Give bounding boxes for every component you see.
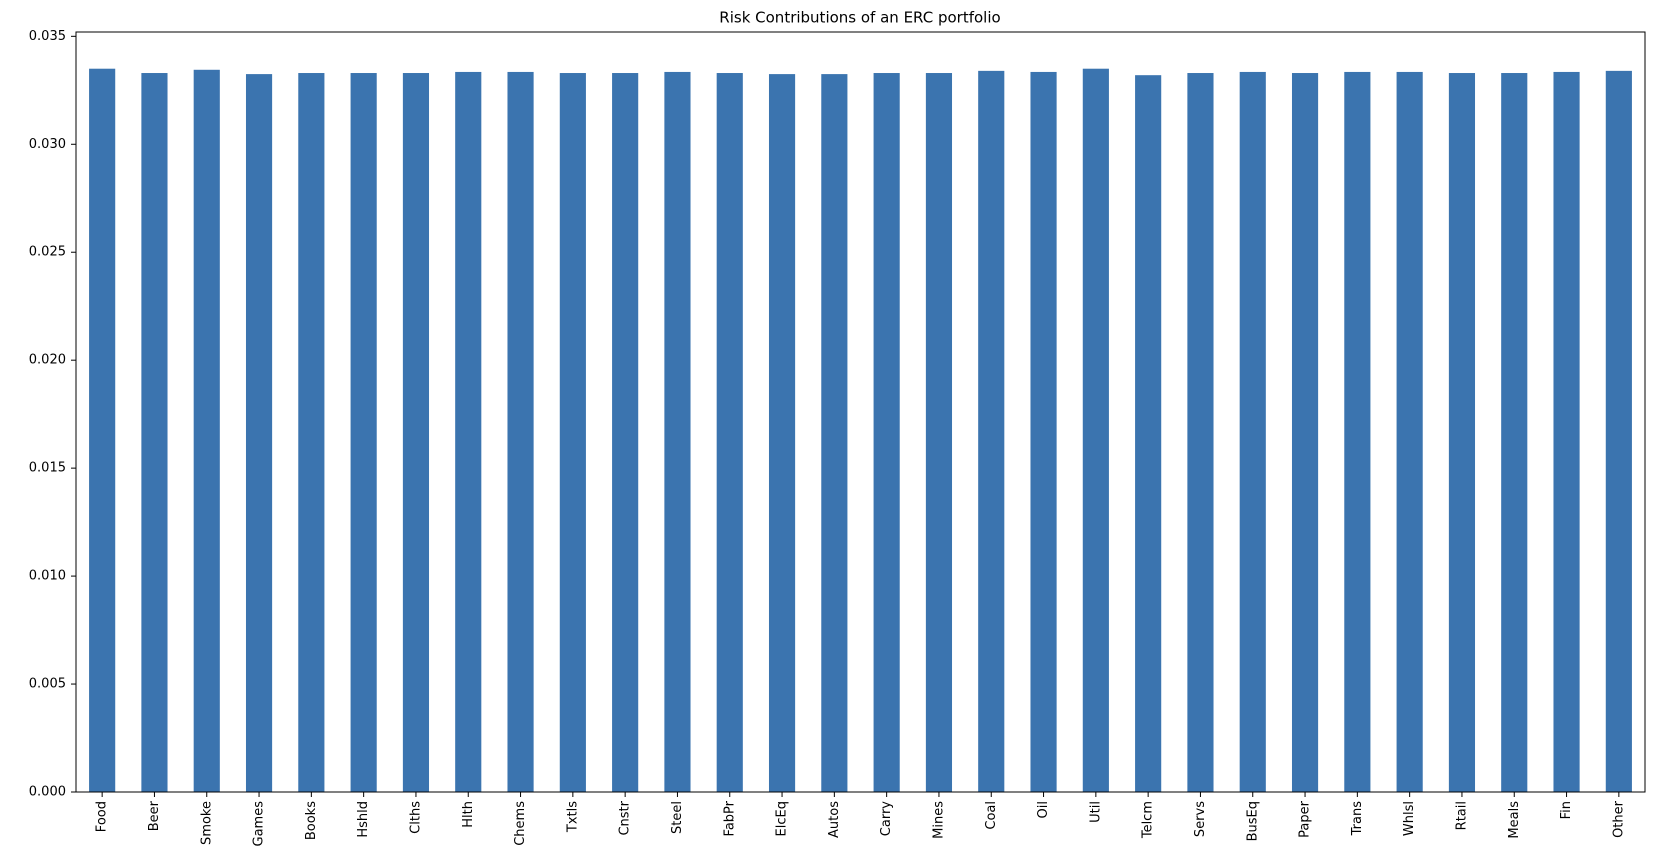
- bar: [873, 73, 900, 793]
- bar: [1344, 71, 1371, 793]
- x-tick-label: BusEq: [1245, 801, 1260, 841]
- x-tick-label: Fin: [1559, 801, 1574, 819]
- bar: [1396, 71, 1423, 793]
- bar: [141, 73, 168, 793]
- x-tick-label: Mines: [931, 801, 946, 839]
- y-tick-label: 0.020: [29, 353, 66, 368]
- x-tick-label: Food: [95, 801, 110, 832]
- bar: [1501, 73, 1528, 793]
- bar: [1082, 68, 1109, 793]
- y-tick-label: 0.005: [29, 677, 66, 692]
- bar: [1605, 70, 1632, 792]
- x-tick-label: Txtls: [565, 801, 580, 833]
- y-tick-label: 0.015: [29, 461, 66, 476]
- x-tick-label: Beer: [147, 800, 162, 831]
- bar: [612, 73, 639, 793]
- x-tick-label: Smoke: [199, 801, 214, 845]
- bar: [1448, 73, 1476, 793]
- bar: [507, 71, 534, 793]
- y-tick-label: 0.000: [29, 785, 66, 800]
- x-tick-label: Carry: [879, 801, 894, 837]
- x-tick-label: Books: [304, 801, 319, 840]
- bar: [559, 73, 586, 793]
- x-tick-label: Util: [1088, 801, 1103, 823]
- bar: [89, 68, 116, 793]
- bar: [978, 70, 1005, 792]
- x-tick-label: Chems: [513, 801, 528, 846]
- x-tick-label: Rtail: [1454, 801, 1469, 830]
- x-tick-label: FabPr: [722, 800, 737, 836]
- bar: [1030, 71, 1057, 793]
- x-tick-label: Cnstr: [618, 800, 633, 835]
- y-tick-label: 0.010: [29, 569, 66, 584]
- x-tick-label: Hshld: [356, 801, 371, 838]
- x-tick-label: Meals: [1507, 801, 1522, 839]
- bar: [1239, 71, 1266, 793]
- bar: [768, 74, 796, 792]
- y-tick-label: 0.030: [29, 137, 66, 152]
- bar: [298, 73, 325, 793]
- bar: [1135, 75, 1162, 792]
- x-tick-label: Hlth: [461, 801, 476, 828]
- bar: [1187, 73, 1214, 793]
- bar: [1553, 71, 1580, 793]
- bar: [402, 73, 430, 793]
- y-tick-label: 0.035: [29, 29, 66, 44]
- bar: [350, 73, 377, 793]
- y-tick-label: 0.025: [29, 245, 66, 260]
- bar: [664, 71, 691, 793]
- x-tick-label: Coal: [984, 801, 999, 830]
- x-tick-label: Autos: [827, 801, 842, 838]
- bar: [245, 74, 273, 792]
- bar: [193, 69, 220, 793]
- plot-frame: [75, 31, 1646, 793]
- x-tick-label: ElcEq: [775, 801, 790, 836]
- x-tick-label: Games: [252, 801, 267, 847]
- x-tick-label: Servs: [1193, 801, 1208, 837]
- x-tick-label: Telcm: [1141, 801, 1156, 839]
- x-tick-label: Other: [1611, 800, 1626, 838]
- bar: [716, 73, 743, 793]
- bar: [925, 73, 953, 793]
- x-tick-label: Clths: [408, 801, 423, 834]
- x-tick-label: Trans: [1350, 801, 1365, 837]
- x-tick-label: Paper: [1298, 800, 1313, 837]
- x-tick-label: Whlsl: [1402, 801, 1417, 836]
- bar: [455, 71, 482, 793]
- x-tick-label: Oil: [1036, 801, 1051, 818]
- x-tick-label: Steel: [670, 801, 685, 834]
- bar: [1291, 73, 1319, 793]
- chart-title: Risk Contributions of an ERC portfolio: [719, 9, 1000, 27]
- bar: [821, 74, 848, 792]
